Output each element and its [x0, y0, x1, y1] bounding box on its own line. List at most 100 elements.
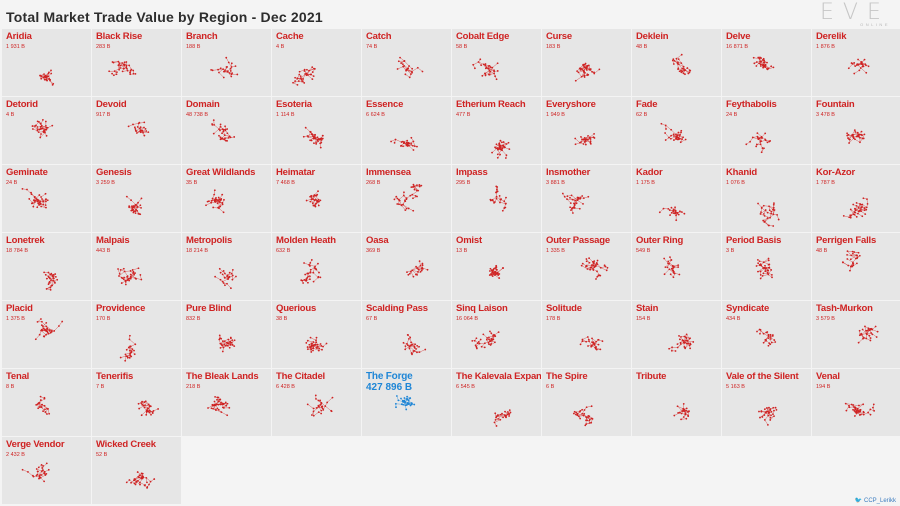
map-system-node — [421, 264, 424, 267]
region-tile[interactable]: Metropolis 18 214 B — [182, 233, 271, 300]
region-tile[interactable]: Cobalt Edge 58 B — [452, 29, 541, 96]
region-tile[interactable]: Branch 188 B — [182, 29, 271, 96]
region-tile[interactable]: Tenerifis 7 B — [92, 369, 181, 436]
region-tile[interactable]: Syndicate 434 B — [722, 301, 811, 368]
map-system-node — [44, 120, 47, 123]
region-tile[interactable]: Delve 16 871 B — [722, 29, 811, 96]
map-gate-link — [40, 132, 46, 138]
region-tile[interactable]: Catch 74 B — [362, 29, 451, 96]
region-tile[interactable]: Oasa 369 B — [362, 233, 451, 300]
region-tile[interactable]: Tenal 8 B — [2, 369, 91, 436]
map-system-node — [396, 68, 399, 70]
map-system-node — [770, 414, 772, 417]
region-tile[interactable]: Immensea 268 B — [362, 165, 451, 232]
map-system-node — [145, 410, 148, 413]
region-tile[interactable]: Providence 170 B — [92, 301, 181, 368]
region-tile[interactable]: Pure Blind 832 B — [182, 301, 271, 368]
region-name: Tenerifis — [96, 371, 134, 382]
region-tile[interactable]: Tash-Murkon 3 579 B — [812, 301, 900, 368]
region-tile[interactable]: The Spire 6 B — [542, 369, 631, 436]
region-tile[interactable]: Black Rise 283 B — [92, 29, 181, 96]
region-tile[interactable]: Omist 13 B — [452, 233, 541, 300]
region-tile[interactable]: Cache 4 B — [272, 29, 361, 96]
map-system-node — [508, 413, 511, 415]
region-tile[interactable]: Lonetrek 18 784 B — [2, 233, 91, 300]
region-tile[interactable]: Venal 194 B — [812, 369, 900, 436]
region-tile[interactable]: Solitude 178 B — [542, 301, 631, 368]
region-tile[interactable]: Fade 62 B — [632, 97, 721, 164]
region-tile[interactable]: Vale of the Silent 5 163 B — [722, 369, 811, 436]
map-system-node — [776, 213, 778, 216]
region-tile[interactable]: Etherium Reach 477 B — [452, 97, 541, 164]
region-tile[interactable]: The Forge 427 896 B — [362, 369, 451, 436]
region-tile[interactable]: Genesis 3 259 B — [92, 165, 181, 232]
region-tile[interactable]: Kador 1 175 B — [632, 165, 721, 232]
region-tile[interactable]: Essence 6 624 B — [362, 97, 451, 164]
region-tile[interactable]: Heimatar 7 468 B — [272, 165, 361, 232]
map-system-node — [44, 125, 47, 127]
region-tile[interactable]: Placid 1 375 B — [2, 301, 91, 368]
map-gate-link — [676, 54, 682, 59]
region-tile[interactable]: Molden Heath 632 B — [272, 233, 361, 300]
region-tile[interactable]: Domain 48 738 B — [182, 97, 271, 164]
region-tile[interactable]: Period Basis 3 B — [722, 233, 811, 300]
region-tile[interactable]: The Citadel 6 428 B — [272, 369, 361, 436]
map-system-node — [867, 65, 870, 68]
region-tile[interactable]: The Bleak Lands 218 B — [182, 369, 271, 436]
region-tile[interactable]: Tribute — [632, 369, 721, 436]
region-tile[interactable]: Insmother 3 881 B — [542, 165, 631, 232]
region-tile[interactable]: Stain 154 B — [632, 301, 721, 368]
map-system-node — [229, 336, 232, 339]
region-tile[interactable]: Everyshore 1 949 B — [542, 97, 631, 164]
region-tile[interactable]: Sinq Laison 16 064 B — [452, 301, 541, 368]
map-gate-link — [577, 413, 584, 416]
region-tile[interactable]: Scalding Pass 67 B — [362, 301, 451, 368]
region-tile[interactable]: Deklein 48 B — [632, 29, 721, 96]
region-tile[interactable]: Outer Passage 1 335 B — [542, 233, 631, 300]
map-system-node — [857, 341, 860, 344]
region-tile[interactable]: Outer Ring 549 B — [632, 233, 721, 300]
map-system-node — [393, 141, 396, 144]
region-tile[interactable]: Fountain 3 478 B — [812, 97, 900, 164]
map-gate-link — [484, 340, 490, 344]
map-system-node — [310, 198, 313, 201]
region-tile[interactable]: Perrigen Falls 48 B — [812, 233, 900, 300]
map-system-node — [854, 131, 857, 133]
region-tile[interactable]: Curse 183 B — [542, 29, 631, 96]
region-tile[interactable]: Aridia 1 931 B — [2, 29, 91, 96]
map-system-node — [45, 330, 48, 333]
map-system-node — [762, 219, 765, 222]
map-system-node — [407, 273, 410, 276]
region-tile[interactable]: Detorid 4 B — [2, 97, 91, 164]
map-system-node — [304, 126, 307, 129]
region-tile[interactable]: Kor-Azor 1 787 B — [812, 165, 900, 232]
region-tile[interactable]: Esoteria 1 114 B — [272, 97, 361, 164]
map-system-node — [495, 425, 498, 427]
region-tile[interactable]: The Kalevala Expanse6 545 B — [452, 369, 541, 436]
map-system-node — [491, 199, 494, 202]
map-system-node — [44, 76, 47, 79]
region-tile[interactable]: Feythabolis 24 B — [722, 97, 811, 164]
region-tile[interactable]: Derelik 1 876 B — [812, 29, 900, 96]
region-tile[interactable]: Geminate 24 B — [2, 165, 91, 232]
region-tile[interactable]: Devoid 917 B — [92, 97, 181, 164]
map-system-node — [865, 208, 868, 211]
region-name: Tenal — [6, 371, 30, 382]
region-tile[interactable]: Great Wildlands 35 B — [182, 165, 271, 232]
map-system-node — [307, 275, 310, 278]
region-tile[interactable]: Querious 38 B — [272, 301, 361, 368]
map-system-node — [146, 407, 149, 410]
map-system-node — [774, 406, 777, 409]
region-tile[interactable]: Khanid 1 076 B — [722, 165, 811, 232]
map-system-node — [860, 133, 863, 136]
map-system-node — [688, 71, 691, 74]
map-system-node — [857, 251, 860, 254]
region-tile[interactable]: Wicked Creek 52 B — [92, 437, 181, 504]
region-map-icon — [34, 318, 64, 341]
map-system-node — [865, 337, 868, 340]
region-tile[interactable]: Verge Vendor 2 432 B — [2, 437, 91, 504]
map-system-node — [770, 212, 773, 215]
map-system-node — [128, 277, 131, 280]
region-tile[interactable]: Malpais 443 B — [92, 233, 181, 300]
region-tile[interactable]: Impass 295 B — [452, 165, 541, 232]
